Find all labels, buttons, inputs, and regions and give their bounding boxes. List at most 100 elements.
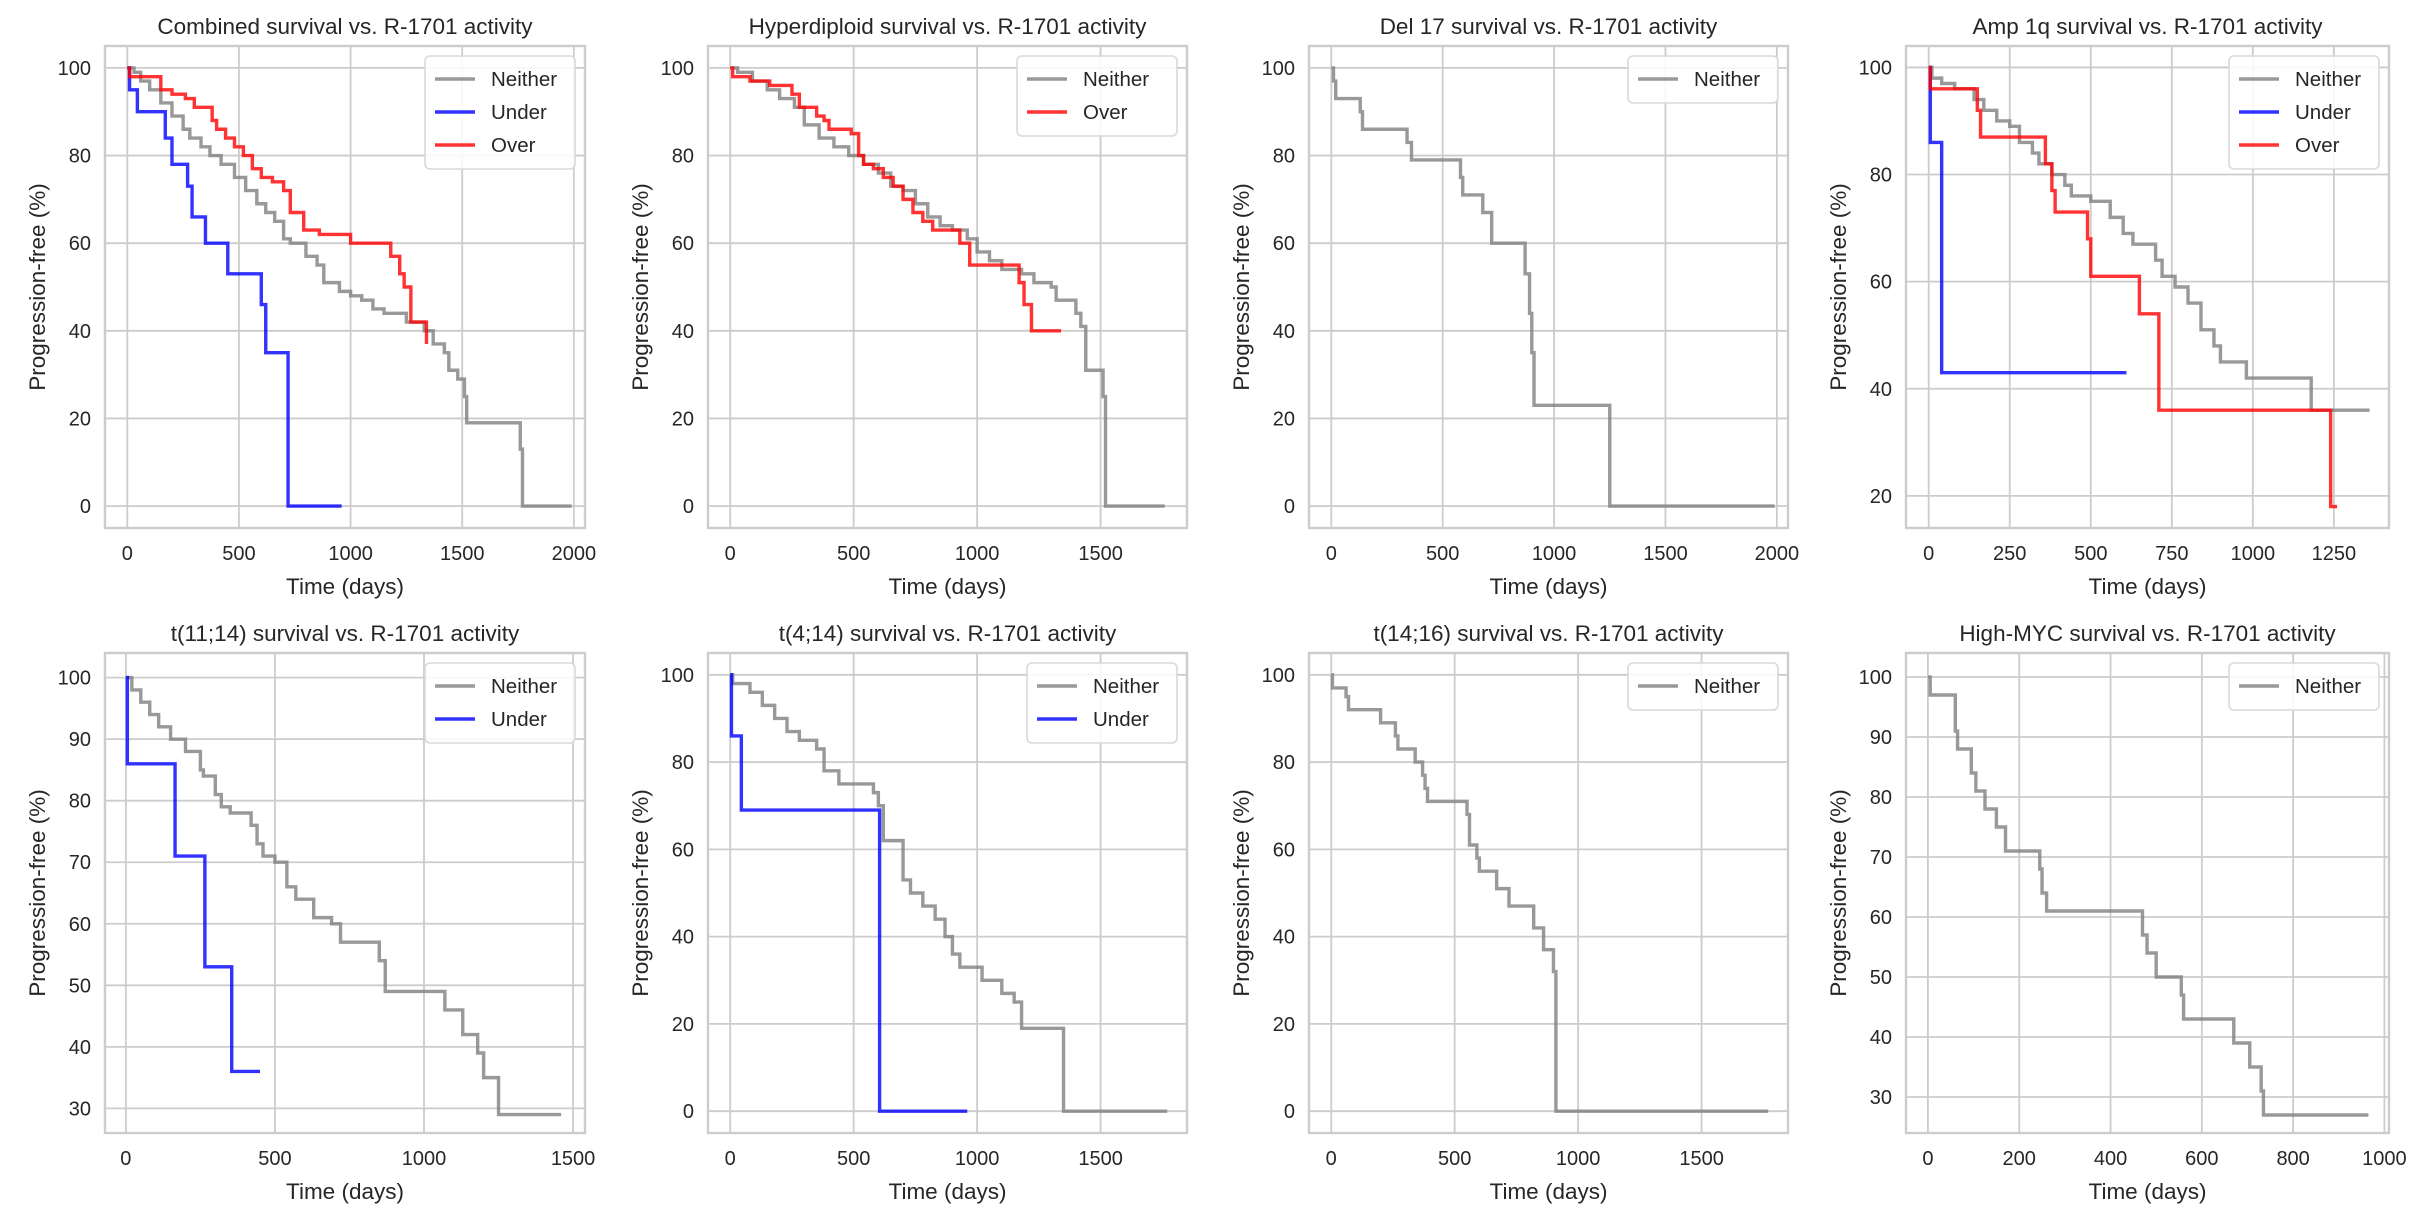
subplot-title: t(11;14) survival vs. R-1701 activity: [171, 621, 520, 646]
subplot-title: t(4;14) survival vs. R-1701 activity: [779, 621, 1117, 646]
y-axis-label: Progression-free (%): [1826, 183, 1851, 391]
x-tick-label: 1000: [2231, 543, 2276, 565]
x-tick-label: 1250: [2312, 543, 2357, 565]
curve-over: [730, 66, 1062, 333]
y-tick-label: 40: [1273, 927, 1295, 949]
subplot-del-17: 0 500 1000 1500 2000 0 20 40 60 80 100 Del 17 survi…: [1229, 14, 1799, 599]
axes-frame: [1307, 44, 1790, 530]
x-axis-label: Time (days): [2089, 574, 2207, 599]
y-tick-label: 0: [683, 496, 694, 518]
legend-label-under: Under: [491, 708, 547, 731]
y-tick-label: 80: [69, 146, 91, 168]
x-tick-label: 800: [2276, 1148, 2309, 1170]
x-tick-label: 1500: [440, 543, 485, 565]
y-tick-label: 20: [672, 1014, 694, 1036]
x-tick-label: 1000: [402, 1148, 447, 1170]
legend-label-over: Over: [1083, 101, 1128, 124]
x-axis-label: Time (days): [1490, 574, 1608, 599]
x-axis-label: Time (days): [286, 1179, 404, 1204]
x-tick-label: 1500: [1078, 543, 1123, 565]
legend-box: [1026, 662, 1178, 744]
y-tick-label: 40: [1273, 321, 1295, 343]
x-tick-label: 750: [2155, 543, 2188, 565]
y-tick-label: 90: [69, 729, 91, 751]
y-tick-label: 100: [1262, 58, 1295, 80]
y-tick-label: 70: [69, 852, 91, 874]
curve-neither: [1927, 675, 2369, 1117]
x-tick-label: 500: [1426, 543, 1459, 565]
legend-box: [424, 55, 576, 170]
legend: Neither: [1627, 55, 1779, 104]
y-tick-label: 60: [672, 839, 694, 861]
y-tick-label: 60: [1870, 907, 1892, 929]
x-tick-label: 250: [1993, 543, 2026, 565]
subplot-title: Hyperdiploid survival vs. R-1701 activit…: [749, 14, 1147, 39]
x-axis-label: Time (days): [286, 574, 404, 599]
x-tick-label: 500: [222, 543, 255, 565]
legend-label-neither: Neither: [2295, 68, 2361, 91]
subplot-title: Amp 1q survival vs. R-1701 activity: [1972, 14, 2323, 39]
y-tick-label: 60: [1273, 233, 1295, 255]
y-tick-label: 40: [672, 321, 694, 343]
x-tick-label: 1000: [2362, 1148, 2407, 1170]
x-tick-label: 1000: [1532, 543, 1577, 565]
y-tick-label: 20: [672, 408, 694, 430]
x-tick-label: 500: [1438, 1148, 1471, 1170]
curve-under: [125, 675, 261, 1074]
y-tick-label: 30: [1870, 1087, 1892, 1109]
subplot-title: Combined survival vs. R-1701 activity: [157, 14, 533, 39]
x-tick-label: 0: [1923, 543, 1934, 565]
y-tick-label: 80: [1870, 165, 1892, 187]
axes-frame: [1904, 44, 2391, 530]
y-axis-label: Progression-free (%): [25, 183, 50, 391]
curve-neither: [1928, 65, 2370, 412]
legend-box: [1627, 55, 1779, 104]
y-tick-label: 90: [1870, 727, 1892, 749]
legend: Neither Under Over: [2228, 55, 2380, 170]
legend: Neither Under: [424, 662, 576, 744]
y-tick-label: 0: [1284, 1101, 1295, 1123]
subplot-high-myc: 0 200 400 600 800 1000 30 40 50 60 70 80 90 100 High-M…: [1826, 621, 2407, 1204]
x-tick-label: 1000: [955, 543, 1000, 565]
y-tick-label: 60: [69, 914, 91, 936]
y-tick-label: 30: [69, 1098, 91, 1120]
x-tick-label: 500: [258, 1148, 291, 1170]
curve-neither: [1330, 673, 1769, 1113]
x-tick-label: 200: [2003, 1148, 2036, 1170]
y-tick-label: 80: [1273, 752, 1295, 774]
y-tick-label: 100: [58, 58, 91, 80]
curve-neither: [125, 675, 562, 1117]
legend-box: [2228, 55, 2380, 170]
subplot-t-11-14: 0 500 1000 1500 30 40 50 60 70 80 90 100 t(11;14) su…: [25, 621, 595, 1204]
x-tick-label: 1500: [551, 1148, 596, 1170]
x-tick-label: 400: [2094, 1148, 2127, 1170]
y-tick-label: 50: [69, 975, 91, 997]
legend-label-neither: Neither: [1694, 675, 1760, 698]
x-tick-label: 500: [2074, 543, 2107, 565]
legend-box: [1627, 662, 1779, 711]
legend: Neither: [1627, 662, 1779, 711]
legend: Neither Under: [1026, 662, 1178, 744]
y-tick-label: 40: [1870, 379, 1892, 401]
y-tick-label: 100: [1859, 57, 1892, 79]
y-tick-label: 20: [1273, 1014, 1295, 1036]
subplot-combined: 0 500 1000 1500 2000 0 20 40 60 80 100 Combined sur…: [25, 14, 596, 599]
x-tick-label: 2000: [552, 543, 597, 565]
y-tick-label: 0: [683, 1101, 694, 1123]
legend-label-neither: Neither: [1083, 68, 1149, 91]
legend: Neither Over: [1016, 55, 1178, 137]
y-tick-label: 100: [1859, 667, 1892, 689]
curve-over: [127, 66, 429, 344]
legend-label-neither: Neither: [2295, 675, 2361, 698]
y-tick-label: 60: [69, 233, 91, 255]
y-tick-label: 100: [661, 58, 694, 80]
y-tick-label: 100: [58, 668, 91, 690]
legend-box: [424, 662, 576, 744]
y-tick-label: 40: [672, 927, 694, 949]
x-tick-label: 0: [120, 1148, 131, 1170]
y-tick-label: 70: [1870, 847, 1892, 869]
subplot-hyperdiploid: 0 500 1000 1500 0 20 40 60 80 100 Hyperdiploid sur…: [628, 14, 1189, 599]
y-tick-label: 50: [1870, 967, 1892, 989]
subplot-title: High-MYC survival vs. R-1701 activity: [1959, 621, 2336, 646]
